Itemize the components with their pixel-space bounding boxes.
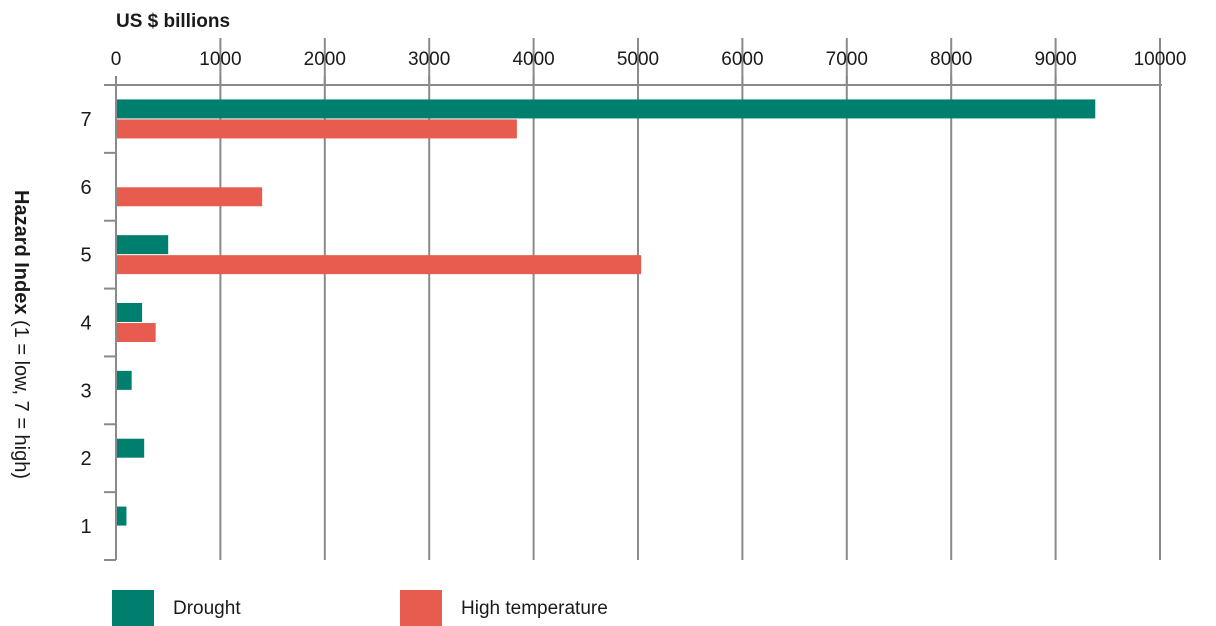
y-axis-label-rest: (1 = low, 7 = high) <box>10 314 32 479</box>
y-axis-label-bold: Hazard Index <box>10 190 32 314</box>
bar-drought-1 <box>116 506 127 526</box>
y-category-label-5: 5 <box>80 245 91 267</box>
bar-drought-3 <box>116 370 132 390</box>
y-category-label-7: 7 <box>80 109 91 131</box>
bar-drought-4 <box>116 303 143 322</box>
x-tick-label-0: 0 <box>111 49 122 70</box>
legend-label-high-temperature: High temperature <box>461 598 608 619</box>
axes <box>104 76 1162 561</box>
bar-drought-2 <box>116 438 145 458</box>
labels: 0 1000 2000 3000 4000 5000 6000 7000 8000 9000 100… <box>80 49 1186 538</box>
bar-high-temperature-6 <box>116 187 263 207</box>
y-category-label-4: 4 <box>80 313 91 335</box>
x-tick-label-10000: 10000 <box>1134 49 1187 70</box>
legend-label-drought: Drought <box>173 598 241 619</box>
y-category-label-6: 6 <box>80 177 91 199</box>
bar-high-temperature-4 <box>116 323 156 342</box>
bars <box>116 99 1096 526</box>
bar-drought-5 <box>116 235 169 255</box>
y-category-label-2: 2 <box>80 448 91 470</box>
bar-drought-7 <box>116 99 1096 119</box>
x-tick-label-1000: 1000 <box>199 49 241 70</box>
x-axis-unit-label: US $ billions <box>116 11 230 32</box>
legend-swatch-drought <box>112 590 154 626</box>
y-category-label-3: 3 <box>80 380 91 402</box>
x-tick-label-5000: 5000 <box>617 49 659 70</box>
y-axis-label: Hazard Index (1 = low, 7 = high) <box>10 190 32 479</box>
x-tick-label-2000: 2000 <box>304 49 346 70</box>
x-tick-label-7000: 7000 <box>826 49 868 70</box>
x-tick-label-6000: 6000 <box>721 49 763 70</box>
bar-high-temperature-5 <box>116 255 642 275</box>
legend: Drought High temperature <box>112 590 608 626</box>
legend-swatch-high-temperature <box>400 590 442 626</box>
x-tick-label-8000: 8000 <box>930 49 972 70</box>
y-category-label-1: 1 <box>80 516 91 538</box>
x-tick-label-3000: 3000 <box>408 49 450 70</box>
x-tick-label-9000: 9000 <box>1034 49 1076 70</box>
bar-high-temperature-7 <box>116 119 517 139</box>
x-tick-label-4000: 4000 <box>512 49 554 70</box>
